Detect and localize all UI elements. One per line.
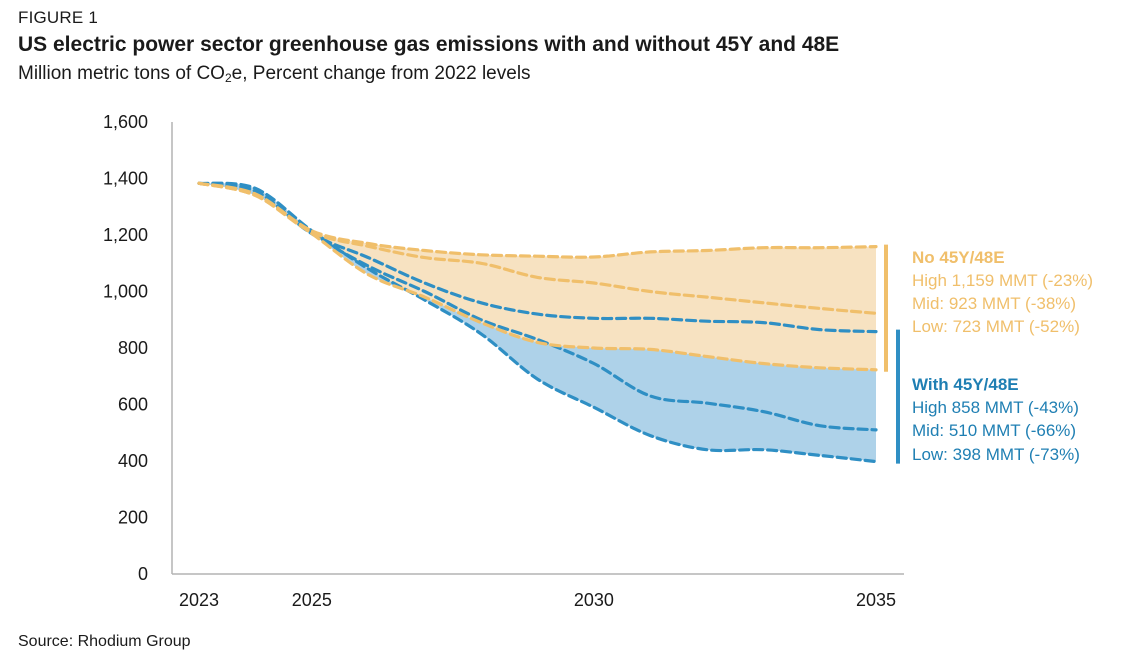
source-note: Source: Rhodium Group <box>18 633 191 650</box>
y-tick-1600: 1,600 <box>103 112 148 132</box>
chart-title: US electric power sector greenhouse gas … <box>18 33 840 56</box>
x-tick-2023: 2023 <box>179 590 219 610</box>
no-credit-low: Low: 723 MMT (-52%) <box>912 317 1080 336</box>
y-tick-1000: 1,000 <box>103 282 148 302</box>
line-no-45y-48e-high <box>197 181 878 259</box>
band-with-credit <box>199 183 876 462</box>
x-tick-2030: 2030 <box>574 590 614 610</box>
y-tick-1200: 1,200 <box>103 225 148 245</box>
no-credit-head: No 45Y/48E <box>912 248 1005 267</box>
y-tick-400: 400 <box>118 451 148 471</box>
x-tick-2025: 2025 <box>292 590 332 610</box>
with-credit-low: Low: 398 MMT (-73%) <box>912 445 1080 464</box>
y-tick-800: 800 <box>118 338 148 358</box>
x-tick-2035: 2035 <box>856 590 896 610</box>
range-bars <box>884 244 900 464</box>
y-tick-600: 600 <box>118 395 148 415</box>
no-credit-mid: Mid: 923 MMT (-38%) <box>912 294 1076 313</box>
chart-subtitle: Million metric tons of CO2e, Percent cha… <box>18 63 531 85</box>
y-tick-labels: 0 200 400 600 800 1,000 1,200 1,400 1,600 <box>103 112 148 584</box>
with-credit-mid: Mid: 510 MMT (-66%) <box>912 421 1076 440</box>
subtitle-main: Million metric tons of CO <box>18 63 225 84</box>
y-tick-1400: 1,400 <box>103 169 148 189</box>
no-credit-high: High 1,159 MMT (-23%) <box>912 271 1093 290</box>
annotations: No 45Y/48E High 1,159 MMT (-23%) Mid: 92… <box>912 248 1093 464</box>
with-credit-high: High 858 MMT (-43%) <box>912 398 1079 417</box>
series-lines <box>197 181 878 464</box>
with-credit-head: With 45Y/48E <box>912 375 1019 394</box>
x-tick-labels: 2023 2025 2030 2035 <box>179 590 896 610</box>
y-tick-200: 200 <box>118 508 148 528</box>
figure-label: FIGURE 1 <box>18 8 99 27</box>
subtitle-rest: e, Percent change from 2022 levels <box>231 63 531 84</box>
line-no-45y-48e-low <box>197 181 878 372</box>
y-tick-0: 0 <box>138 564 148 584</box>
subtitle-subscript: 2 <box>224 71 232 85</box>
axes <box>171 122 904 575</box>
